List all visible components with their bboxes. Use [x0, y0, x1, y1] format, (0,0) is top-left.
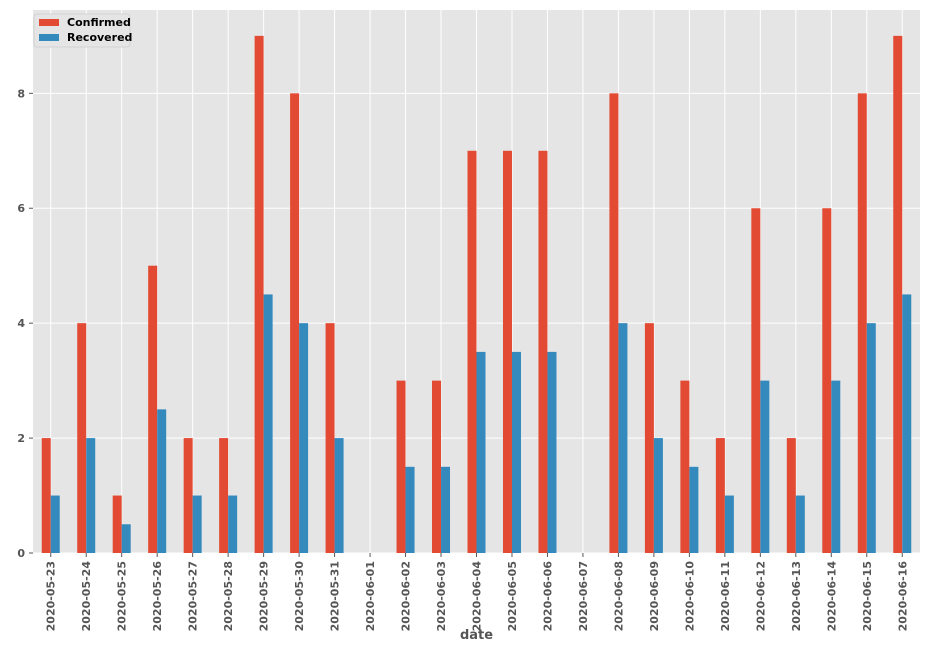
- bar-confirmed-2020-06-06: [538, 150, 548, 553]
- bar-confirmed-2020-06-14: [822, 208, 832, 553]
- y-axis: 0 2 4 6 8: [17, 87, 33, 560]
- bar-recovered-2020-05-29: [263, 294, 273, 553]
- bar-recovered-2020-06-08: [618, 323, 628, 553]
- legend-swatch-confirmed: [39, 19, 59, 26]
- bar-recovered-2020-06-11: [724, 495, 734, 553]
- bar-recovered-2020-06-04: [476, 351, 486, 553]
- x-tick-label: 2020-05-26: [151, 561, 164, 632]
- x-tick-label: 2020-06-10: [683, 561, 696, 632]
- x-tick-label: 2020-06-07: [577, 561, 590, 631]
- bar-recovered-2020-05-24: [86, 438, 96, 553]
- x-tick-label: 2020-06-01: [364, 561, 377, 631]
- bar-confirmed-2020-06-11: [715, 438, 725, 553]
- bar-recovered-2020-05-27: [192, 495, 202, 553]
- bar-recovered-2020-06-12: [760, 380, 770, 553]
- legend-swatch-recovered: [39, 34, 59, 41]
- legend: Confirmed Recovered: [33, 13, 132, 48]
- x-tick-label: 2020-06-05: [506, 561, 519, 631]
- legend-label-confirmed: Confirmed: [67, 16, 131, 29]
- bar-recovered-2020-05-28: [228, 495, 238, 553]
- y-tick-label: 0: [17, 547, 25, 560]
- bar-recovered-2020-06-15: [866, 323, 876, 553]
- x-tick-label: 2020-06-02: [400, 561, 413, 631]
- x-axis: 2020-05-23 2020-05-24 2020-05-25 2020-05-26…: [45, 553, 909, 632]
- x-tick-label: 2020-06-06: [541, 561, 554, 632]
- bar-confirmed-2020-06-09: [644, 323, 654, 553]
- bar-recovered-2020-06-02: [405, 466, 415, 553]
- x-tick-label: 2020-06-15: [861, 561, 874, 631]
- y-tick-label: 4: [17, 317, 25, 330]
- bar-recovered-2020-06-10: [689, 466, 699, 553]
- bar-recovered-2020-05-23: [50, 495, 60, 553]
- bar-confirmed-2020-05-28: [219, 438, 229, 553]
- bar-confirmed-2020-06-12: [751, 208, 761, 553]
- bar-recovered-2020-06-09: [653, 438, 663, 553]
- x-tick-label: 2020-06-14: [825, 561, 838, 632]
- bar-confirmed-2020-06-08: [609, 93, 619, 554]
- bar-confirmed-2020-05-30: [290, 93, 300, 554]
- y-tick-label: 6: [17, 202, 25, 215]
- bar-recovered-2020-05-25: [121, 524, 131, 553]
- bar-confirmed-2020-05-31: [325, 323, 335, 553]
- bars: [41, 35, 912, 554]
- legend-label-recovered: Recovered: [67, 31, 132, 44]
- x-tick-label: 2020-06-13: [790, 561, 803, 631]
- x-tick-label: 2020-05-28: [222, 561, 235, 631]
- x-tick-label: 2020-06-03: [435, 561, 448, 631]
- bar-confirmed-2020-06-05: [502, 150, 512, 553]
- y-tick-label: 8: [17, 87, 25, 100]
- x-tick-label: 2020-05-29: [258, 561, 271, 631]
- x-tick-label: 2020-05-31: [329, 561, 342, 631]
- x-tick-label: 2020-05-23: [45, 561, 58, 631]
- x-tick-label: 2020-05-27: [187, 561, 200, 631]
- bar-confirmed-2020-06-10: [680, 380, 690, 553]
- bar-recovered-2020-06-03: [441, 466, 451, 553]
- x-tick-label: 2020-05-25: [116, 561, 129, 631]
- bar-confirmed-2020-05-27: [183, 438, 193, 553]
- x-tick-label: 2020-06-09: [648, 561, 661, 631]
- bar-confirmed-2020-05-29: [254, 35, 264, 554]
- bar-confirmed-2020-05-23: [41, 438, 51, 553]
- bar-confirmed-2020-06-15: [857, 93, 867, 554]
- x-tick-label: 2020-05-30: [293, 561, 306, 632]
- x-tick-label: 2020-05-24: [80, 561, 93, 632]
- bar-confirmed-2020-05-26: [148, 265, 158, 553]
- x-tick-label: 2020-06-08: [612, 561, 625, 631]
- x-tick-label: 2020-06-16: [896, 561, 909, 632]
- bar-recovered-2020-05-31: [334, 438, 344, 553]
- bar-confirmed-2020-06-13: [786, 438, 796, 553]
- bar-confirmed-2020-05-24: [77, 323, 87, 553]
- bar-confirmed-2020-06-03: [432, 380, 442, 553]
- bar-recovered-2020-06-14: [831, 380, 841, 553]
- bar-confirmed-2020-05-25: [112, 495, 122, 553]
- bar-recovered-2020-05-26: [157, 409, 167, 553]
- bar-recovered-2020-06-16: [902, 294, 912, 553]
- x-tick-label: 2020-06-12: [754, 561, 767, 631]
- bar-confirmed-2020-06-16: [893, 35, 903, 554]
- x-tick-label: 2020-06-04: [471, 561, 484, 632]
- x-axis-label: date: [460, 628, 493, 643]
- bar-confirmed-2020-06-04: [467, 150, 477, 553]
- bar-recovered-2020-06-06: [547, 351, 557, 553]
- bar-confirmed-2020-06-02: [396, 380, 406, 553]
- bar-recovered-2020-05-30: [299, 323, 309, 553]
- bar-recovered-2020-06-13: [795, 495, 805, 553]
- y-tick-label: 2: [17, 432, 25, 445]
- bar-recovered-2020-06-05: [511, 351, 521, 553]
- x-tick-label: 2020-06-11: [719, 561, 732, 631]
